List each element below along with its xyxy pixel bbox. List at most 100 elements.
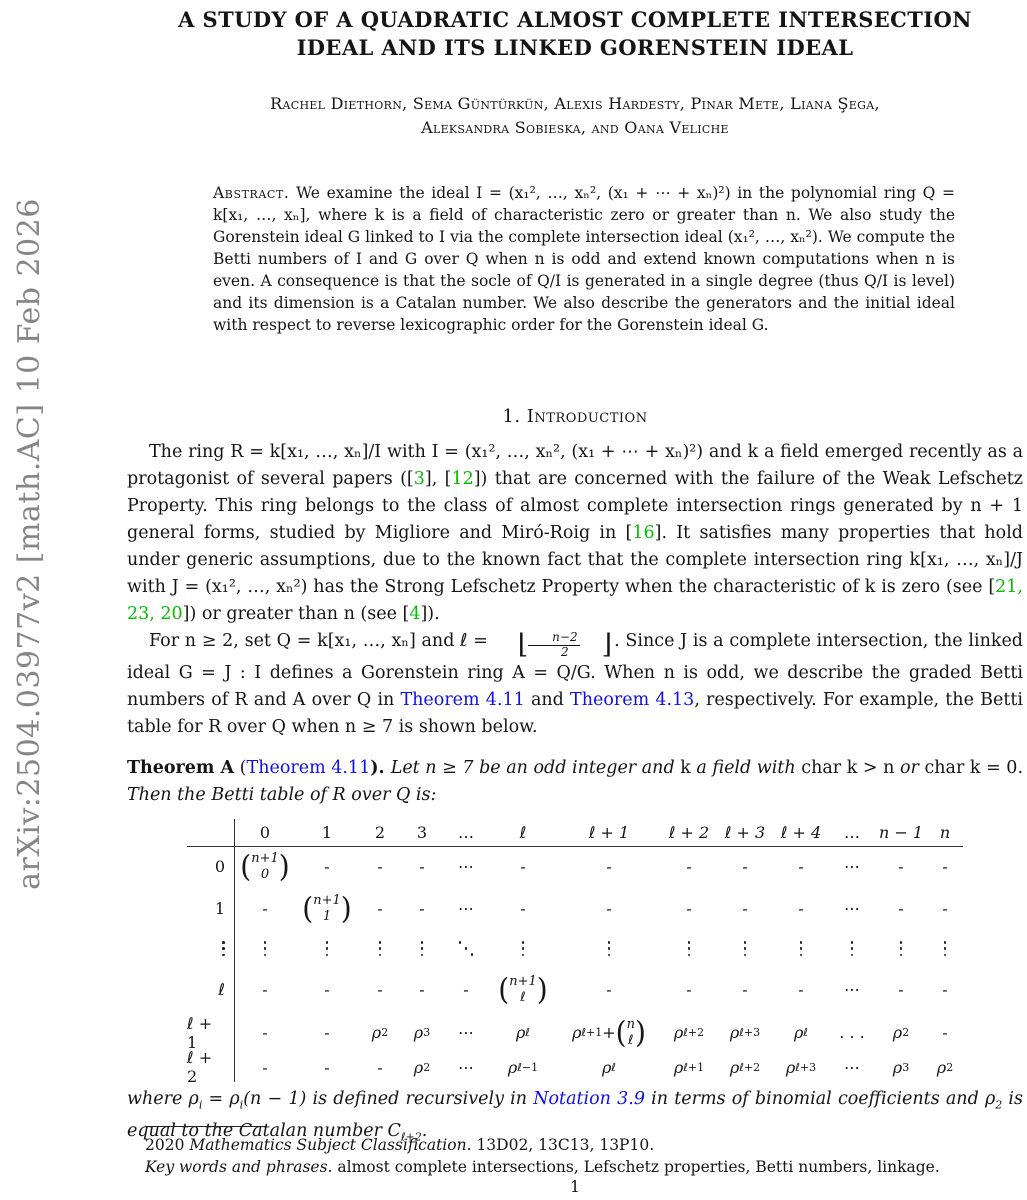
text-segment: . — [421, 1121, 428, 1142]
betti-cell: - — [262, 1023, 268, 1043]
betti-cell: - — [324, 857, 330, 877]
text-segment: The ring R = k[x₁, …, xₙ]/I with I = (x₁… — [127, 442, 1023, 489]
betti-cell: ⋯ — [844, 899, 860, 919]
text-segment: ]) that are concerned with the failure o… — [127, 469, 1024, 543]
betti-cell: - — [798, 980, 804, 1000]
text-segment: 13D02, 13C13, 13P10. — [471, 1136, 655, 1154]
betti-cell: ⋯ — [844, 1057, 860, 1077]
arxiv-watermark-label: arXiv:2504.03977v2 [math.AC] 10 Feb 2026 — [12, 198, 47, 890]
betti-cell: - — [686, 899, 692, 919]
paper-title-line-1: A STUDY OF A QUADRATIC ALMOST COMPLETE I… — [178, 7, 972, 32]
subscript: i — [198, 1098, 203, 1112]
betti-cell: ρ ℓ+2 — [673, 1023, 705, 1043]
subscript: 2 — [995, 1098, 1003, 1112]
floor-fraction: ⌊ n−2 2 ⌋ — [517, 629, 613, 660]
subscript: i — [239, 1098, 244, 1112]
betti-cell: - — [898, 899, 904, 919]
reference-link[interactable]: Theorem 4.13 — [570, 689, 695, 710]
betti-cell: - — [419, 899, 425, 919]
page-content: A STUDY OF A QUADRATIC ALMOST COMPLETE I… — [127, 0, 1023, 1168]
betti-row-label: 1 — [187, 886, 235, 931]
betti-cell: - — [942, 857, 948, 877]
author-line-1: Rachel Diethorn, Sema Güntürkün, Alexis … — [270, 94, 880, 113]
betti-column-header: … — [829, 819, 875, 847]
betti-column-header: ℓ + 4 — [773, 819, 829, 847]
arxiv-watermark: arXiv:2504.03977v2 [math.AC] 10 Feb 2026 — [12, 134, 52, 954]
text-segment: ], [ — [424, 469, 452, 489]
author-line-2: Aleksandra Sobieska, and Oana Veliche — [421, 118, 729, 137]
betti-cell: ρ ℓ+3 — [785, 1057, 817, 1077]
text-segment: . Then the Betti table of R over Q is: — [127, 757, 1024, 805]
vertical-dots — [521, 941, 525, 957]
betti-cell: - — [520, 899, 526, 919]
diagonal-dots — [458, 940, 475, 957]
text-segment: = ρ — [202, 1088, 240, 1109]
betti-row-label: ℓ + 2 — [187, 1048, 235, 1086]
after-table-paragraph: where ρi = ρi(n − 1) is defined recursiv… — [127, 1086, 1023, 1151]
betti-cell: - — [942, 1023, 948, 1043]
betti-cell: - — [377, 899, 383, 919]
reference-link[interactable]: Theorem 4.11 — [246, 757, 371, 778]
vertical-dots — [263, 941, 267, 957]
text-segment: We examine the ideal I = (x₁², …, xₙ², (… — [213, 184, 955, 334]
betti-cell: ⋯ — [844, 857, 860, 877]
betti-cell — [401, 931, 443, 967]
betti-cell — [661, 931, 717, 967]
betti-cell — [295, 931, 359, 967]
citation-link[interactable]: 3 — [413, 469, 425, 489]
betti-cell: ρ ℓ+1 + (n ℓ) — [572, 1014, 646, 1051]
betti-cell: - — [324, 1023, 330, 1043]
text-segment: and — [524, 689, 571, 710]
betti-cell: ρ ℓ+2 — [729, 1057, 761, 1077]
text-segment: ( — [234, 757, 247, 778]
text-segment: For n ≥ 2, set Q = k[x₁, …, xₙ] and ℓ = — [149, 631, 494, 651]
betti-cell: ρ ℓ+3 — [729, 1023, 761, 1043]
betti-cell: ρ ℓ−1 — [507, 1057, 539, 1077]
betti-cell — [235, 931, 295, 967]
betti-cell: - — [377, 1057, 383, 1077]
betti-cell: (n+1 0) — [235, 847, 295, 887]
footnote-block: 2020 Mathematics Subject Classification.… — [127, 1126, 1023, 1178]
citation-link[interactable]: 4 — [409, 604, 421, 624]
citation-link[interactable]: 12 — [451, 469, 474, 489]
text-segment: in terms of binomial coefficients and ρ — [644, 1088, 996, 1109]
subscript: ℓ+2 — [400, 1130, 422, 1144]
text-segment: or — [894, 757, 925, 778]
text-segment: where ρ — [127, 1088, 199, 1109]
citation-link[interactable]: 16 — [632, 523, 655, 543]
vertical-dots — [943, 941, 947, 957]
reference-link[interactable]: Theorem 4.11 — [400, 689, 525, 710]
text-segment: Mathematics Subject Classification. — [189, 1136, 472, 1154]
betti-cell: - — [606, 980, 612, 1000]
betti-cell: - — [324, 1057, 330, 1077]
betti-cell: - — [419, 980, 425, 1000]
vertical-dots — [850, 941, 854, 957]
betti-cell: - — [798, 899, 804, 919]
betti-cell: - — [262, 899, 268, 919]
abstract: Abstract. We examine the ideal I = (x₁²,… — [213, 182, 955, 336]
betti-column-header: ℓ + 2 — [661, 819, 717, 847]
vertical-dots — [607, 941, 611, 957]
betti-cell — [359, 931, 401, 967]
text-segment: Key words and phrases. — [145, 1158, 333, 1176]
betti-cell: ρ ℓ+1 — [673, 1057, 705, 1077]
vertical-dots — [378, 941, 382, 957]
text-segment: ]) or greater than n (see [ — [182, 604, 410, 624]
betti-cell: - — [742, 980, 748, 1000]
reference-link[interactable]: Notation 3.9 — [533, 1088, 645, 1109]
vertical-dots — [743, 941, 747, 957]
text-segment: Let n ≥ 7 be an odd integer and — [390, 757, 681, 778]
betti-cell: (n+1 ℓ) — [489, 967, 557, 1013]
text-segment: char k = 0 — [924, 757, 1018, 778]
betti-cell: ⋯ — [458, 1023, 474, 1043]
betti-column-header: n − 1 — [875, 819, 927, 847]
betti-cell: ⋯ — [458, 899, 474, 919]
citation-link[interactable]: 21, 23, 20 — [127, 577, 1023, 624]
betti-cell: - — [742, 857, 748, 877]
